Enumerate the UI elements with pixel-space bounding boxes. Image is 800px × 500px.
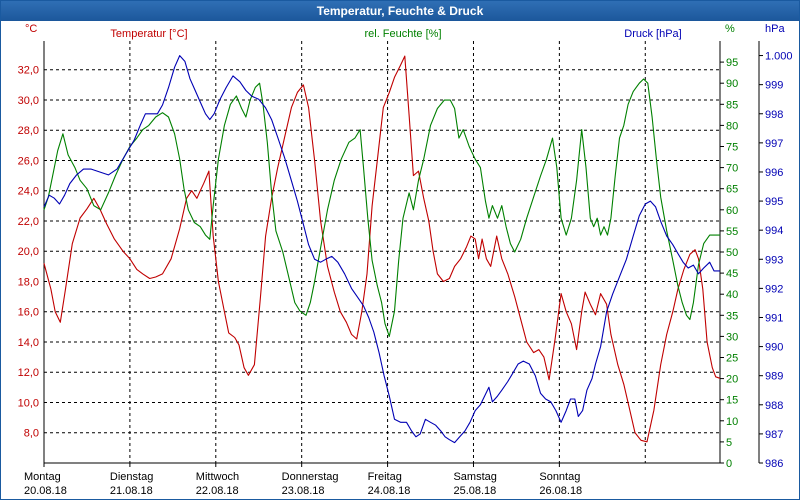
temperature-unit-label: °C [25, 23, 37, 35]
x-tick-day-label: Samstag [453, 471, 496, 483]
humidity-unit-label: % [725, 23, 735, 35]
chart-plot: 8,0 10,0 12,0 14,0 16,0 18,0 20,0 22,0 24,0 26,0 2… [18, 23, 793, 497]
temperature-tick-label: 18,0 [18, 276, 39, 288]
temperature-tick-label: 8,0 [24, 428, 39, 440]
pressure-tick-label: 1.000 [765, 51, 793, 63]
x-tick-date-label: 23.08.18 [282, 485, 325, 497]
humidity-tick-label: 90 [726, 78, 738, 90]
x-tick-day-label: Montag [24, 471, 61, 483]
humidity-tick-label: 70 [726, 163, 738, 175]
humidity-tick-label: 75 [726, 142, 738, 154]
humidity-tick-label: 15 [726, 395, 738, 407]
x-tick-day-label: Sonntag [539, 471, 580, 483]
x-tick-day-label: Donnerstag [282, 471, 339, 483]
pressure-tick-label: 988 [765, 400, 783, 412]
pressure-tick-label: 991 [765, 312, 783, 324]
humidity-tick-label: 40 [726, 289, 738, 301]
pressure-tick-label: 992 [765, 283, 783, 295]
temperature-axis-title: Temperatur [°C] [110, 28, 187, 40]
x-tick-day-label: Dienstag [110, 471, 153, 483]
temperature-tick-label: 32,0 [18, 65, 39, 77]
pressure-tick-label: 999 [765, 80, 783, 92]
temperature-tick-label: 24,0 [18, 186, 39, 198]
humidity-series-line [43, 78, 720, 337]
pressure-tick-label: 998 [765, 109, 783, 121]
pressure-tick-label: 990 [765, 342, 783, 354]
x-tick-date-label: 26.08.18 [539, 485, 582, 497]
temperature-tick-label: 20,0 [18, 246, 39, 258]
temperature-tick-label: 30,0 [18, 95, 39, 107]
x-tick-date-label: 25.08.18 [453, 485, 496, 497]
pressure-tick-label: 986 [765, 458, 783, 470]
pressure-series-line [43, 55, 720, 444]
humidity-tick-label: 80 [726, 120, 738, 132]
humidity-tick-label: 30 [726, 331, 738, 343]
temperature-tick-label: 16,0 [18, 307, 39, 319]
humidity-tick-label: 50 [726, 247, 738, 259]
humidity-tick-label: 60 [726, 205, 738, 217]
pressure-tick-label: 995 [765, 196, 783, 208]
x-tick-day-label: Mittwoch [196, 471, 239, 483]
x-tick-date-label: 21.08.18 [110, 485, 153, 497]
pressure-unit-label: hPa [765, 23, 785, 35]
temperature-tick-label: 12,0 [18, 367, 39, 379]
temperature-tick-label: 22,0 [18, 216, 39, 228]
pressure-tick-label: 997 [765, 138, 783, 150]
temperature-tick-label: 26,0 [18, 155, 39, 167]
humidity-tick-label: 55 [726, 226, 738, 238]
temperature-tick-label: 14,0 [18, 337, 39, 349]
pressure-tick-label: 994 [765, 225, 783, 237]
chart-title: Temperatur, Feuchte & Druck [1, 1, 799, 21]
humidity-tick-label: 20 [726, 374, 738, 386]
humidity-tick-label: 85 [726, 99, 738, 111]
x-tick-date-label: 24.08.18 [368, 485, 411, 497]
humidity-tick-label: 5 [726, 437, 732, 449]
humidity-tick-label: 0 [726, 458, 732, 470]
temperature-series-line [43, 55, 721, 443]
x-tick-date-label: 22.08.18 [196, 485, 239, 497]
humidity-tick-label: 35 [726, 310, 738, 322]
x-tick-day-label: Freitag [368, 471, 402, 483]
humidity-tick-label: 65 [726, 184, 738, 196]
humidity-tick-label: 45 [726, 268, 738, 280]
pressure-axis-title: Druck [hPa] [624, 28, 681, 40]
x-tick-date-label: 20.08.18 [24, 485, 67, 497]
pressure-tick-label: 996 [765, 167, 783, 179]
temperature-tick-label: 10,0 [18, 397, 39, 409]
pressure-tick-label: 987 [765, 429, 783, 441]
humidity-axis-title: rel. Feuchte [%] [364, 28, 441, 40]
humidity-tick-label: 10 [726, 416, 738, 428]
temperature-tick-label: 28,0 [18, 125, 39, 137]
pressure-tick-label: 993 [765, 254, 783, 266]
pressure-tick-label: 989 [765, 371, 783, 383]
humidity-tick-label: 25 [726, 353, 738, 365]
humidity-tick-label: 95 [726, 57, 738, 69]
